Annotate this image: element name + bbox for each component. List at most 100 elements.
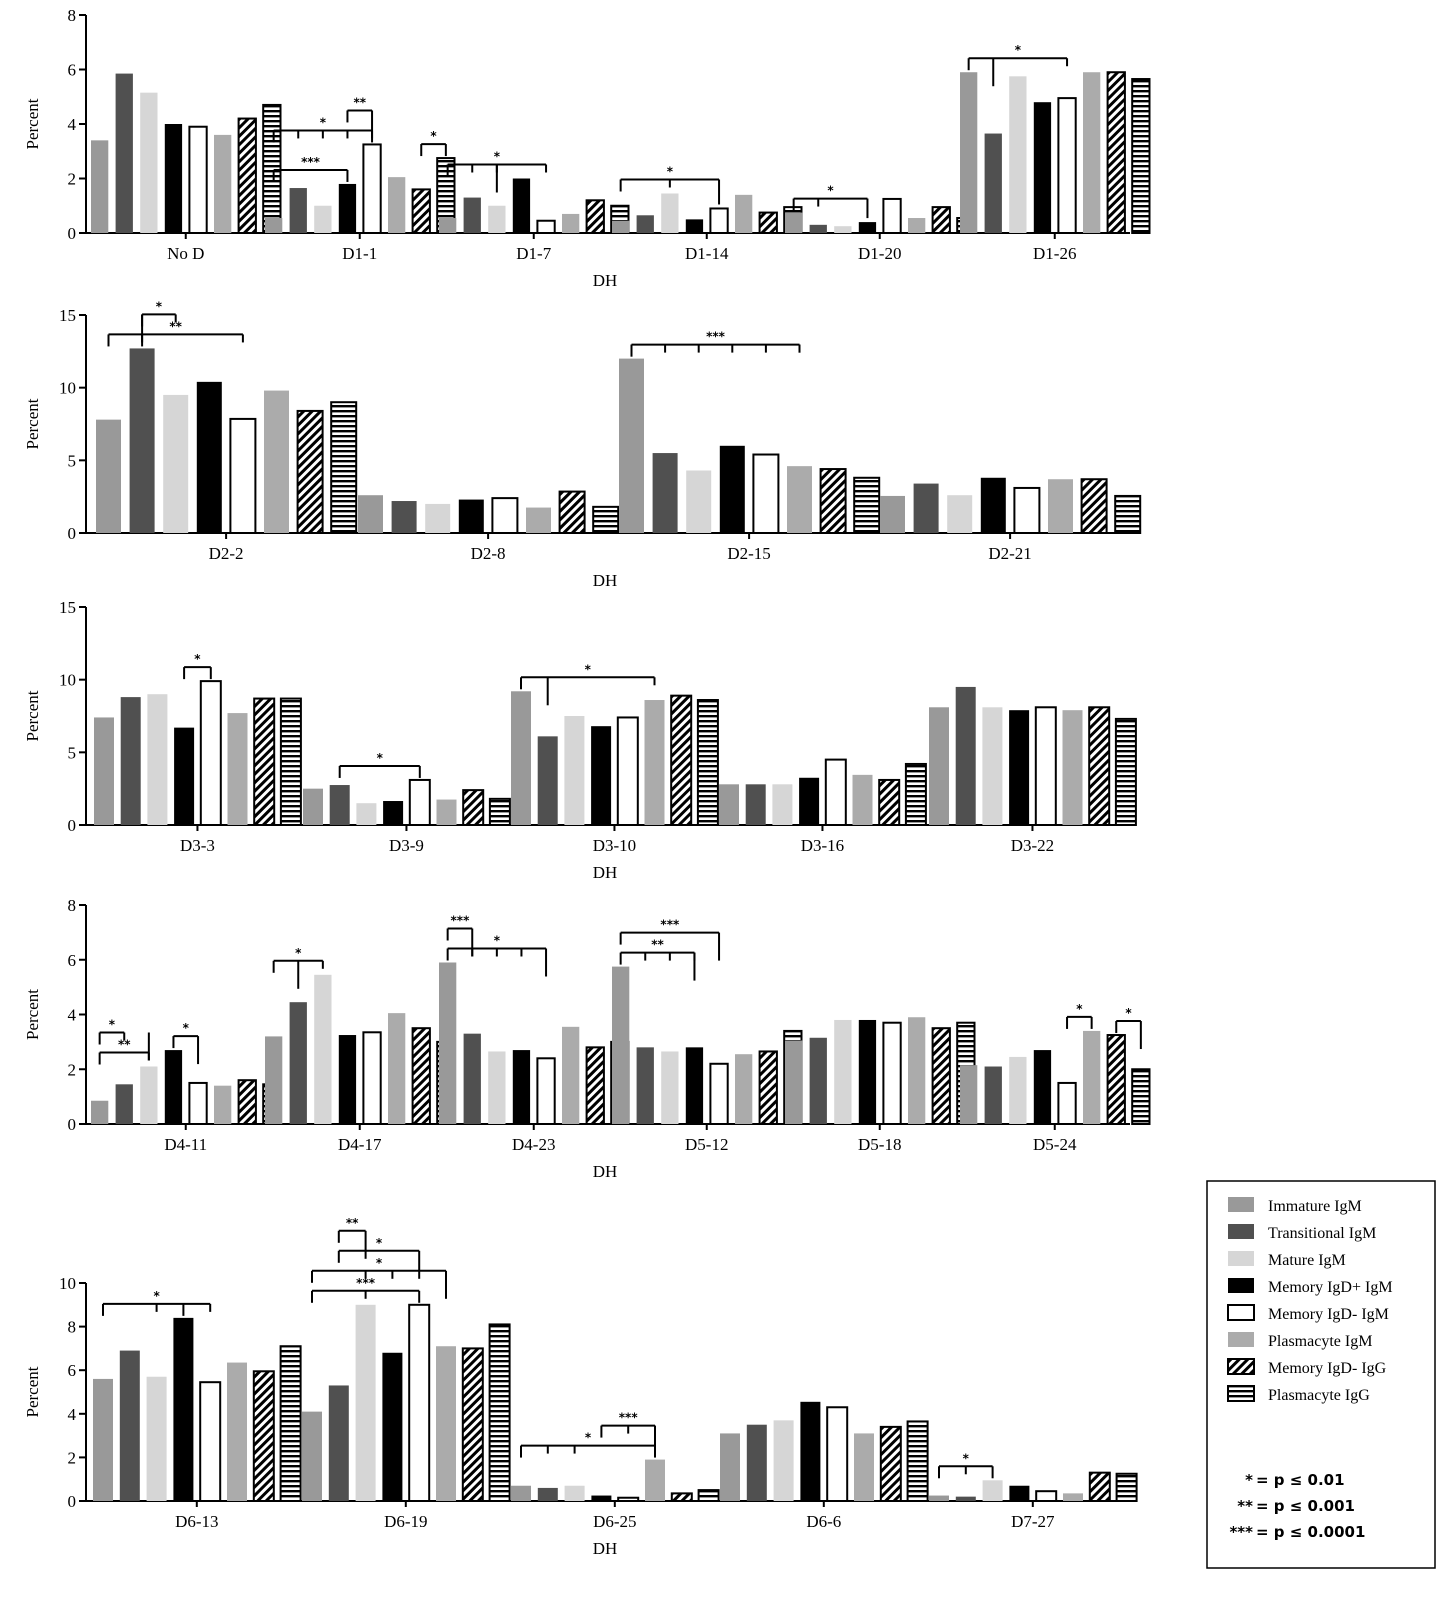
- y-tick-label: 0: [68, 1492, 77, 1511]
- bar-memory-igdminus-igg: [878, 778, 901, 826]
- bar-memory-igdminus-igg: [237, 1079, 257, 1125]
- bar-memory-igdplus-igm: [338, 1035, 357, 1124]
- category-label: D6-19: [384, 1512, 427, 1531]
- bar-transitional-igm: [289, 1002, 307, 1124]
- significance-note: *** = p ≤ 0.0001: [1229, 1523, 1365, 1541]
- bar-plasmacyte-igm: [1083, 1030, 1101, 1124]
- category-label: D5-24: [1033, 1135, 1077, 1154]
- y-axis-label: Percent: [23, 398, 42, 449]
- legend-label: Immature IgM: [1268, 1198, 1362, 1215]
- bar-immature-igm: [719, 784, 739, 825]
- category-label: D7-27: [1011, 1512, 1055, 1531]
- significance-bracket: *: [311, 1256, 447, 1299]
- significance-bracket: *: [938, 1451, 994, 1479]
- bar-memory-igdminus-igg: [1106, 1034, 1126, 1125]
- bar-plasmacyte-igg: [1131, 1068, 1151, 1125]
- legend-swatch: [1228, 1197, 1254, 1212]
- bar-mature-igm: [564, 716, 585, 825]
- significance-bracket: **: [107, 319, 244, 347]
- y-tick-label: 10: [59, 671, 76, 690]
- significance-stars: *: [494, 933, 501, 947]
- bar-group-D4-11: [91, 1050, 282, 1126]
- bar-immature-igm: [91, 140, 109, 233]
- bar-transitional-igm: [463, 1033, 481, 1124]
- significance-bracket: *: [338, 751, 421, 778]
- x-axis-label: DH: [593, 571, 618, 590]
- significance-stars: *: [194, 652, 201, 666]
- bar-transitional-igm: [129, 348, 155, 533]
- bar-memory-igdplus-igm: [591, 726, 612, 825]
- panel-4: 0 2 4 6 8 Percent D4-11 D4-17 D4-23 D5-12 D5-18 D5-…: [23, 896, 1151, 1181]
- significance-legend: * = p ≤ 0.01** = p ≤ 0.001 *** = p ≤ 0.0001: [1229, 1471, 1365, 1541]
- bar-memory-igdminus-igm: [752, 453, 780, 534]
- bar-group-D1-26: [960, 71, 1151, 234]
- bar-transitional-igm: [537, 736, 558, 825]
- bar-memory-igdminus-igm: [536, 1057, 556, 1126]
- bar-transitional-igm: [391, 501, 417, 533]
- bar-memory-igdminus-igm: [709, 207, 729, 235]
- bar-immature-igm: [960, 72, 978, 233]
- bar-group-No D: [91, 73, 282, 234]
- bar-plasmacyte-igg: [279, 697, 302, 826]
- legend-label: Transitional IgM: [1268, 1225, 1376, 1242]
- bar-transitional-igm: [955, 1496, 976, 1501]
- significance-note-text: = p ≤ 0.01: [1256, 1471, 1345, 1489]
- bar-transitional-igm: [955, 686, 976, 825]
- significance-stars: ***: [619, 1411, 639, 1425]
- bar-group-D1-20: [785, 197, 976, 235]
- bar-transitional-igm: [809, 1037, 827, 1124]
- category-label: D5-12: [685, 1135, 728, 1154]
- significance-stars: *: [1076, 1002, 1083, 1016]
- bar-memory-igdminus-igg: [296, 409, 324, 535]
- category-label: D2-15: [727, 544, 770, 563]
- significance-bracket: ***: [272, 155, 349, 182]
- y-axis-label: Percent: [23, 98, 42, 149]
- bar-mature-igm: [1009, 76, 1027, 233]
- bar-transitional-igm: [636, 1047, 654, 1124]
- bar-immature-igm: [619, 358, 644, 533]
- bar-plasmacyte-igg: [696, 699, 719, 826]
- bar-memory-igdplus-igm: [719, 445, 745, 533]
- bar-plasmacyte-igm: [908, 218, 926, 233]
- bar-immature-igm: [785, 1040, 803, 1124]
- bar-transitional-igm: [115, 73, 133, 234]
- bar-mature-igm: [773, 1420, 794, 1501]
- legend-entry-memory-igdminus-igg: Memory IgD- IgG: [1227, 1358, 1387, 1377]
- bar-plasmacyte-igm: [644, 700, 665, 825]
- bar-plasmacyte-igg: [904, 762, 927, 827]
- bar-plasmacyte-igm: [1048, 479, 1073, 533]
- bar-transitional-igm: [984, 133, 1002, 233]
- bar-plasmacyte-igm: [214, 134, 232, 233]
- y-tick-label: 6: [68, 61, 77, 80]
- bar-immature-igm: [439, 218, 457, 233]
- significance-bracket: **: [619, 938, 696, 981]
- bar-transitional-igm: [289, 188, 307, 233]
- bar-plasmacyte-igg: [488, 1323, 511, 1503]
- bar-plasmacyte-igg: [330, 401, 358, 535]
- significance-bracket: ***: [311, 1276, 421, 1303]
- significance-stars: **: [169, 319, 182, 333]
- significance-note-stars: *: [1245, 1471, 1253, 1489]
- bar-plasmacyte-igg: [1114, 494, 1142, 535]
- bar-memory-igdminus-igg: [252, 1370, 275, 1503]
- significance-note-text: = p ≤ 0.001: [1256, 1497, 1355, 1515]
- bar-memory-igdminus-igm: [188, 1081, 208, 1125]
- legend-entry-memory-igdplus-igm: Memory IgD+ IgM: [1228, 1278, 1393, 1296]
- bar-plasmacyte-igm: [227, 1362, 247, 1501]
- bar-memory-igdplus-igm: [382, 1352, 403, 1501]
- bar-mature-igm: [314, 205, 332, 233]
- y-tick-label: 15: [59, 306, 76, 325]
- bar-memory-igdplus-igm: [1009, 1485, 1030, 1501]
- category-label: D1-1: [342, 244, 377, 263]
- significance-note-stars: ***: [1229, 1523, 1253, 1541]
- bar-mature-igm: [140, 92, 158, 233]
- category-label: D4-23: [512, 1135, 555, 1154]
- significance-note-stars: **: [1237, 1497, 1253, 1515]
- bar-memory-igdminus-igm: [199, 680, 222, 826]
- significance-bracket: *: [520, 1431, 656, 1458]
- significance-stars: *: [1015, 43, 1022, 57]
- bar-immature-igm: [302, 1411, 322, 1501]
- category-label: D2-8: [471, 544, 506, 563]
- bar-memory-igdplus-igm: [591, 1495, 612, 1501]
